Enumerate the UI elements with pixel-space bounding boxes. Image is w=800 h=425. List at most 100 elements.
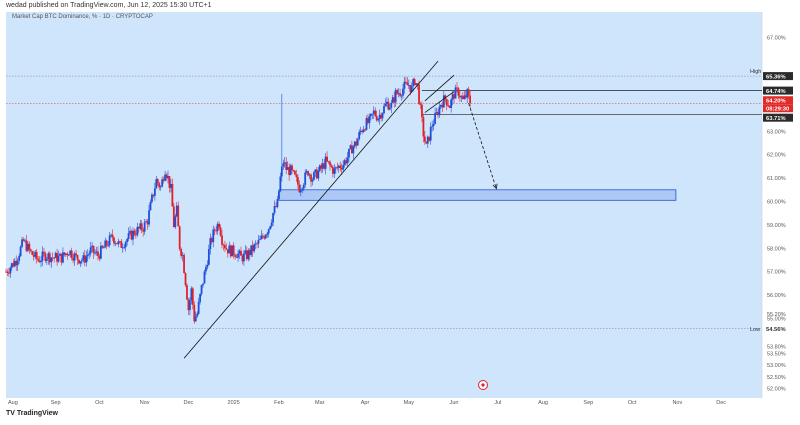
y-tick-label: 59.00% bbox=[767, 223, 786, 229]
candle-body bbox=[102, 247, 105, 249]
y-tick-label: 52.50% bbox=[767, 375, 786, 381]
candle-body bbox=[270, 222, 273, 227]
candle-body bbox=[111, 234, 114, 238]
candle-body bbox=[31, 251, 34, 255]
x-tick-label: Mar bbox=[315, 400, 325, 406]
candle-body bbox=[140, 223, 143, 230]
x-tick-label: Aug bbox=[8, 400, 18, 406]
candle-body bbox=[248, 250, 251, 256]
candle-body bbox=[381, 113, 384, 119]
candle-body bbox=[219, 227, 222, 236]
candle-body bbox=[429, 126, 432, 141]
candle-body bbox=[50, 257, 53, 263]
candle-body bbox=[38, 260, 41, 263]
candle-body bbox=[47, 253, 50, 260]
news-marker-icon[interactable] bbox=[478, 380, 488, 390]
candle-body bbox=[64, 253, 67, 255]
y-tick-label: 58.00% bbox=[767, 246, 786, 252]
x-tick-label: May bbox=[404, 400, 415, 406]
candle-body bbox=[113, 237, 115, 244]
candle-body bbox=[451, 94, 454, 100]
candle-body bbox=[210, 238, 213, 243]
candle-body bbox=[69, 250, 72, 255]
candle-body bbox=[99, 245, 102, 259]
candle-body bbox=[89, 247, 92, 254]
candle-body bbox=[159, 186, 162, 188]
candle-body bbox=[240, 250, 242, 256]
candle-body bbox=[304, 172, 307, 185]
candle-body bbox=[235, 256, 238, 258]
candle-body bbox=[209, 238, 212, 250]
candle-body bbox=[307, 171, 310, 176]
candle-body bbox=[37, 258, 40, 261]
candle-body bbox=[279, 176, 282, 192]
candle-body bbox=[359, 130, 362, 133]
x-tick-label: Apr bbox=[361, 400, 370, 406]
candle-body bbox=[44, 253, 47, 261]
candle-body bbox=[97, 251, 99, 256]
y-tick-label: 56.00% bbox=[767, 293, 786, 299]
y-tick-label: 53.00% bbox=[767, 363, 786, 369]
candle-body bbox=[365, 118, 368, 130]
x-tick-label: Nov bbox=[672, 400, 682, 406]
candle-body bbox=[78, 259, 80, 264]
candle-body bbox=[280, 166, 283, 177]
candle-body bbox=[464, 95, 467, 98]
x-ticks-layer: Aug Sep Oct Nov Dec 2025 Feb Mar Apr May Jun Jul Aug… bbox=[8, 400, 726, 406]
candle-body bbox=[121, 247, 124, 249]
x-tick-label: Aug bbox=[538, 400, 548, 406]
candle-body bbox=[162, 179, 165, 181]
candle-body bbox=[200, 285, 203, 294]
candle-body bbox=[305, 171, 308, 173]
x-tick-label: Dec bbox=[716, 400, 726, 406]
candle-body bbox=[133, 230, 136, 235]
candle-body bbox=[409, 84, 412, 92]
candle-body bbox=[256, 243, 258, 245]
candle-body bbox=[95, 251, 98, 253]
candle-body bbox=[361, 130, 364, 133]
candle-body bbox=[368, 116, 371, 124]
candle-body bbox=[146, 221, 149, 225]
candle-body bbox=[187, 299, 190, 311]
candle-body bbox=[421, 104, 423, 118]
candle-body bbox=[174, 216, 177, 228]
candle-body bbox=[275, 206, 277, 207]
candle-body bbox=[416, 83, 419, 85]
candle-body bbox=[342, 165, 345, 170]
x-tick-label: Oct bbox=[95, 400, 104, 406]
candle-body bbox=[132, 230, 134, 240]
candle-body bbox=[404, 81, 407, 83]
logo-text: TradingView bbox=[16, 410, 58, 417]
candle-body bbox=[171, 184, 174, 207]
candle-body bbox=[295, 174, 298, 178]
candle-body bbox=[272, 213, 274, 223]
candle-body bbox=[234, 254, 237, 257]
candle-body bbox=[442, 95, 445, 108]
candle-body bbox=[334, 167, 337, 169]
candle-body bbox=[402, 88, 404, 96]
candle-body bbox=[67, 254, 70, 256]
time-axis[interactable] bbox=[6, 398, 794, 408]
candle-body bbox=[218, 223, 220, 228]
candle-body bbox=[123, 247, 126, 249]
y-tick-label: 55.00% bbox=[767, 316, 786, 322]
x-tick-label: Feb bbox=[274, 400, 283, 406]
candle-body bbox=[183, 254, 185, 273]
candle-body bbox=[45, 259, 48, 261]
candle-body bbox=[458, 95, 461, 98]
candle-body bbox=[126, 239, 129, 243]
candle-body bbox=[207, 249, 210, 265]
trendline bbox=[183, 60, 439, 359]
candle-body bbox=[364, 129, 366, 131]
candle-body bbox=[384, 103, 387, 107]
candle-body bbox=[337, 165, 340, 168]
candle-body bbox=[358, 132, 361, 140]
candle-body bbox=[343, 160, 346, 166]
candle-body bbox=[261, 235, 264, 237]
candle-body bbox=[9, 267, 12, 274]
candle-body bbox=[456, 87, 458, 89]
candle-body bbox=[199, 293, 202, 302]
y-tick-label: 52.00% bbox=[767, 387, 786, 393]
price-labels-layer: 65.36% 64.74% 64.20% 08:29:30 63.71% 54.56% Hi… bbox=[750, 69, 793, 333]
